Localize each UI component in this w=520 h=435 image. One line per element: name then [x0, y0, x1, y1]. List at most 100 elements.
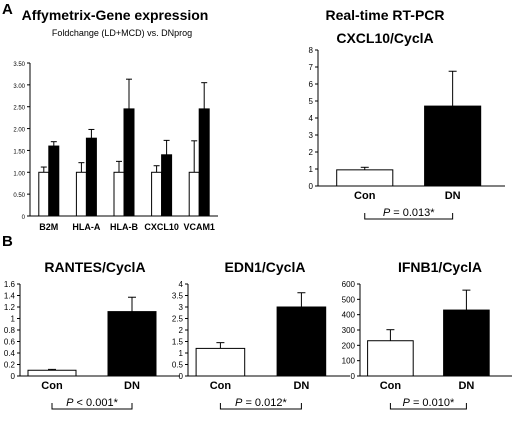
edn1-p-value: P = 0.012*: [235, 397, 287, 409]
affymetrix-y-tick-label: 1.00: [13, 171, 25, 177]
affymetrix-bar-b2m-white: [38, 171, 50, 217]
edn1-y-tick-label: 1: [179, 349, 184, 358]
rantes-bar-dn: [107, 311, 157, 377]
ifnb1-y-tick-label: 300: [342, 326, 356, 335]
cxcl10-significance-bracket: [364, 213, 454, 220]
cxcl10-y-tick-label: 4: [309, 114, 314, 123]
edn1-y-tick-label: 3: [179, 303, 184, 312]
cxcl10-y-tick-label: 6: [309, 80, 314, 89]
rantes-y-tick-label: 1.2: [4, 303, 16, 312]
cxcl10-p-value: P = 0.013*: [383, 207, 435, 219]
rantes-y-tick-label: 0.6: [4, 338, 16, 347]
rantes-chart: RANTES/CyclA 0 0.2 0.4 0.6 0.8 1 1.2 1.4 1.6 Con D…: [4, 259, 180, 410]
edn1-y-tick-label: 0: [179, 372, 184, 381]
edn1-title: EDN1/CyclA: [225, 259, 306, 275]
affymetrix-x-tick-label: HLA-B: [110, 222, 138, 232]
ifnb1-bar-dn: [443, 309, 490, 377]
ifnb1-y-tick-label: 500: [342, 295, 356, 304]
cxcl10-y-tick-label: 0: [309, 182, 314, 191]
affymetrix-x-tick-label: VCAM1: [183, 222, 215, 232]
cxcl10-p-label: P: [383, 207, 391, 219]
edn1-y-tick-label: 2.5: [172, 315, 184, 324]
cxcl10-x-tick-label: DN: [445, 190, 461, 202]
cxcl10-y-tick-label: 8: [309, 46, 314, 55]
affymetrix-x-tick-label: HLA-A: [72, 222, 100, 232]
edn1-x-tick-label: Con: [210, 380, 232, 392]
affymetrix-y-tick-label: 0: [22, 215, 26, 221]
rantes-y-tick-label: 0: [11, 372, 16, 381]
affymetrix-bar-hla-a-white: [75, 171, 87, 217]
edn1-y-tick-label: 2: [179, 326, 184, 335]
rantes-significance-bracket: [51, 403, 133, 410]
affymetrix-bar-hla-a-black: [85, 137, 97, 217]
ifnb1-p-text: = 0.010*: [410, 397, 455, 409]
cxcl10-bar-con: [336, 169, 394, 187]
affymetrix-bar-hla-b-white: [113, 171, 125, 217]
cxcl10-p-text: = 0.013*: [390, 207, 435, 219]
edn1-y-tick-label: 0.5: [172, 361, 184, 370]
ifnb1-y-tick-label: 100: [342, 357, 356, 366]
ifnb1-bar-con: [367, 340, 414, 377]
ifnb1-title: IFNB1/CyclA: [398, 259, 482, 275]
cxcl10-subtitle: CXCL10/CyclA: [336, 30, 433, 46]
cxcl10-y-tick-label: 5: [309, 97, 314, 106]
affymetrix-y-tick-label: 0.50: [13, 193, 25, 199]
affymetrix-x-tick-label: CXCL10: [144, 222, 179, 232]
rantes-p-label: P: [66, 397, 74, 409]
rantes-x-tick-label: DN: [124, 380, 140, 392]
edn1-x-tick-label: DN: [293, 380, 309, 392]
affymetrix-chart: Affymetrix-Gene expression Foldchange (L…: [13, 7, 218, 232]
cxcl10-y-tick-label: 1: [309, 165, 314, 174]
ifnb1-p-label: P: [403, 397, 411, 409]
ifnb1-y-tick-label: 400: [342, 311, 356, 320]
edn1-y-tick-label: 1.5: [172, 338, 184, 347]
ifnb1-p-value: P = 0.010*: [403, 397, 455, 409]
affymetrix-bar-cxcl10-black: [161, 154, 173, 217]
affymetrix-y-tick-label: 1.50: [13, 149, 25, 155]
affymetrix-y-tick-label: 3.00: [13, 84, 25, 90]
rantes-title: RANTES/CyclA: [44, 259, 145, 275]
ifnb1-y-tick-label: 0: [351, 372, 356, 381]
panel-label-a: A: [2, 1, 13, 18]
cxcl10-bar-dn: [424, 105, 482, 187]
edn1-bar-dn: [276, 306, 327, 377]
edn1-chart: EDN1/CyclA 0 0.5 1 1.5 2 2.5 3 3.5 4 Con DN P = 0.0…: [172, 259, 350, 410]
ifnb1-y-tick-label: 600: [342, 280, 356, 289]
rantes-y-tick-label: 0.8: [4, 326, 16, 335]
affymetrix-bar-vcam1-black: [198, 108, 210, 217]
rantes-y-tick-label: 0.2: [4, 361, 16, 370]
affymetrix-subtitle: Foldchange (LD+MCD) vs. DNprog: [52, 28, 192, 38]
edn1-y-tick-label: 4: [179, 280, 184, 289]
affymetrix-bar-hla-b-black: [123, 108, 135, 217]
affymetrix-y-tick-label: 2.50: [13, 106, 25, 112]
edn1-p-label: P: [235, 397, 243, 409]
rantes-y-tick-label: 1.4: [4, 292, 16, 301]
rantes-p-text: < 0.001*: [74, 397, 119, 409]
panel-label-b: B: [2, 233, 13, 250]
rantes-x-tick-label: Con: [41, 380, 63, 392]
edn1-bar-con: [195, 347, 246, 377]
ifnb1-x-tick-label: Con: [380, 380, 402, 392]
cxcl10-title: Real-time RT-PCR: [325, 7, 444, 23]
rantes-y-tick-label: 1.6: [4, 280, 16, 289]
cxcl10-chart: Real-time RT-PCR CXCL10/CyclA 0 1 2 3 4 5 6 7 8 C…: [309, 7, 505, 220]
rantes-y-tick-label: 0.4: [4, 349, 16, 358]
cxcl10-y-tick-label: 3: [309, 131, 314, 140]
cxcl10-x-tick-label: Con: [354, 190, 376, 202]
edn1-y-tick-label: 3.5: [172, 292, 184, 301]
rantes-p-value: P < 0.001*: [66, 397, 118, 409]
edn1-p-text: = 0.012*: [242, 397, 287, 409]
ifnb1-y-tick-label: 200: [342, 341, 356, 350]
affymetrix-bar-b2m-black: [48, 145, 60, 217]
ifnb1-x-tick-label: DN: [458, 380, 474, 392]
cxcl10-y-tick-label: 2: [309, 148, 314, 157]
ifnb1-significance-bracket: [389, 403, 467, 410]
affymetrix-bar-vcam1-white: [188, 171, 200, 217]
affymetrix-bar-cxcl10-white: [151, 171, 163, 217]
rantes-y-tick-label: 1: [11, 315, 16, 324]
affymetrix-y-tick-label: 3.50: [13, 62, 25, 68]
cxcl10-y-tick-label: 7: [309, 63, 314, 72]
edn1-significance-bracket: [219, 403, 302, 410]
